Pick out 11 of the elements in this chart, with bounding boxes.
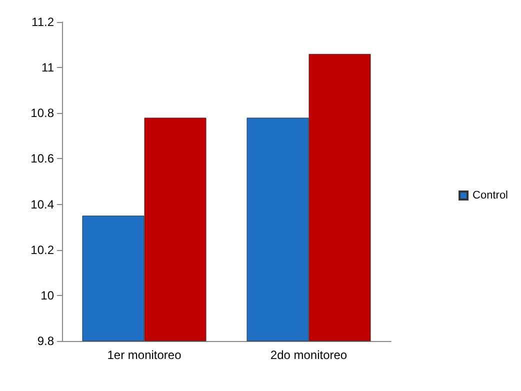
x-tick-label: 2do monitoreo bbox=[270, 348, 348, 362]
y-tick-label: 10.2 bbox=[30, 242, 54, 257]
y-tick-label: 10.6 bbox=[30, 152, 54, 166]
x-tick-label: 1er monitoreo bbox=[107, 348, 182, 362]
y-tick-label: 10.8 bbox=[30, 106, 54, 120]
y-tick-label: 11.2 bbox=[32, 15, 54, 29]
y-tick-label: 10.4 bbox=[30, 197, 54, 212]
y-tick-label: 11 bbox=[42, 60, 54, 75]
legend-label: Control bbox=[472, 190, 508, 202]
y-tick-label: 9.8 bbox=[37, 334, 54, 348]
y-tick-label: 10 bbox=[40, 288, 54, 302]
